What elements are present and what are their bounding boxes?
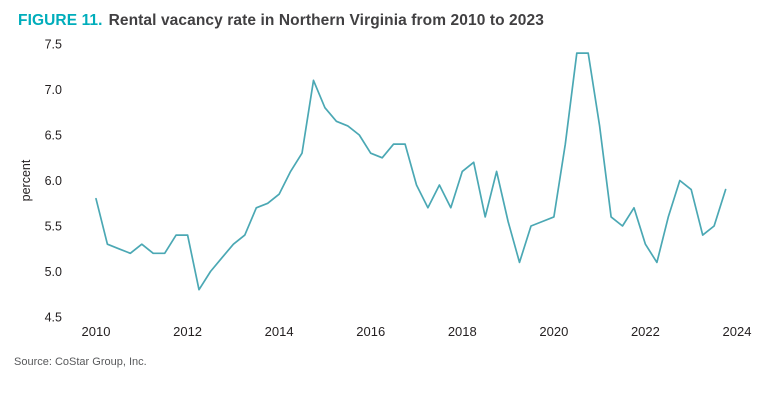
- figure-title: Rental vacancy rate in Northern Virginia…: [108, 12, 544, 29]
- y-axis-title: percent: [19, 159, 33, 201]
- x-tick-label: 2024: [723, 324, 752, 339]
- x-tick-label: 2016: [356, 324, 385, 339]
- y-tick-label: 6.0: [45, 174, 62, 188]
- y-tick-label: 7.5: [45, 38, 62, 52]
- y-tick-label: 4.5: [45, 311, 62, 325]
- x-tick-label: 2022: [631, 324, 660, 339]
- y-tick-label: 6.5: [45, 129, 62, 143]
- x-tick-label: 2020: [539, 324, 568, 339]
- figure-label: FIGURE 11.: [18, 12, 103, 29]
- source-text: Source: CoStar Group, Inc.: [14, 356, 147, 368]
- vacancy-rate-line-chart: 4.5 5.0 5.5 6.0 6.5 7.0 7.5 2010 2012 2014 2016 201…: [19, 38, 752, 340]
- y-tick-label: 5.0: [45, 265, 62, 279]
- x-tick-label: 2012: [173, 324, 202, 339]
- vacancy-rate-line: [95, 52, 727, 291]
- x-tick-label: 2018: [448, 324, 477, 339]
- y-tick-label: 7.0: [45, 83, 62, 97]
- y-tick-label: 5.5: [45, 220, 62, 234]
- figure-header: FIGURE 11. Rental vacancy rate in Norther…: [0, 0, 768, 30]
- x-tick-label: 2010: [82, 324, 111, 339]
- x-tick-label: 2014: [265, 324, 294, 339]
